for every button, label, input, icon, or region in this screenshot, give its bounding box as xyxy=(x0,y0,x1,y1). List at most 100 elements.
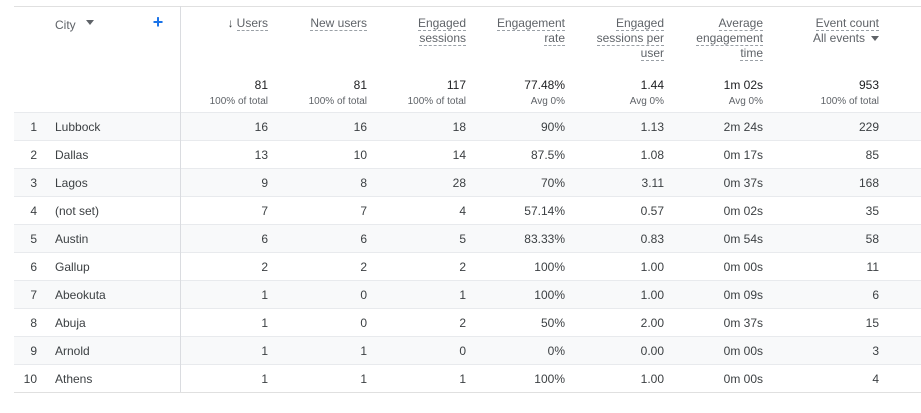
engaged-per-user-cell: 0.57 xyxy=(640,204,664,218)
city-cell[interactable]: Arnold xyxy=(55,344,90,358)
avg-time-cell: 0m 02s xyxy=(723,204,763,218)
total-event-count: 953 100% of total xyxy=(820,78,879,107)
users-cell: 1 xyxy=(261,344,268,358)
col-header-users[interactable]: ↓ Users xyxy=(227,16,268,31)
event-filter-dropdown[interactable]: All events xyxy=(813,31,879,46)
city-cell[interactable]: Austin xyxy=(55,232,89,246)
city-cell[interactable]: Gallup xyxy=(55,260,90,274)
avg-time-cell: 2m 24s xyxy=(723,120,763,134)
new-users-cell: 1 xyxy=(360,344,367,358)
engaged-per-user-cell: 1.00 xyxy=(640,288,664,302)
event-count-cell: 4 xyxy=(872,372,879,386)
engaged-per-user-cell: 2.00 xyxy=(640,316,664,330)
users-cell: 13 xyxy=(254,148,268,162)
city-cell[interactable]: Lubbock xyxy=(55,120,101,134)
event-count-cell: 168 xyxy=(858,176,879,190)
plus-icon[interactable]: + xyxy=(152,12,164,32)
arrow-down-icon: ↓ xyxy=(227,16,234,30)
total-engagement-rate: 77.48% Avg 0% xyxy=(524,78,565,107)
city-cell[interactable]: Abuja xyxy=(55,316,86,330)
engaged-per-user-cell: 3.11 xyxy=(641,176,664,190)
table-row[interactable]: 10 Athens 1 1 1 100% 1.00 0m 00s 4 xyxy=(14,364,921,393)
city-cell[interactable]: Abeokuta xyxy=(55,288,106,302)
engagement-rate-cell: 90% xyxy=(540,120,565,134)
row-index: 5 xyxy=(30,232,37,246)
caret-down-icon[interactable] xyxy=(86,20,94,25)
bottom-divider xyxy=(14,392,921,393)
col-header-event-count[interactable]: Event count All events xyxy=(812,16,879,46)
col-header-new-users[interactable]: New users xyxy=(310,16,367,31)
new-users-cell: 6 xyxy=(360,232,367,246)
engagement-rate-cell: 50% xyxy=(540,316,565,330)
engagement-rate-cell: 57.14% xyxy=(524,204,565,218)
users-cell: 7 xyxy=(261,204,268,218)
col-header-engaged-sessions-per-user[interactable]: Engaged sessions per user xyxy=(596,16,664,61)
col-header-average-engagement-time[interactable]: Average engagement time xyxy=(696,16,763,61)
row-index: 2 xyxy=(30,148,37,162)
avg-time-cell: 0m 37s xyxy=(723,176,763,190)
table-row[interactable]: 9 Arnold 1 1 0 0% 0.00 0m 00s 3 xyxy=(14,336,921,365)
engaged-sessions-cell: 2 xyxy=(459,260,466,274)
table-row[interactable]: 1 Lubbock 16 16 18 90% 1.13 2m 24s 229 xyxy=(14,112,921,141)
event-count-cell: 85 xyxy=(865,148,879,162)
engagement-rate-cell: 83.33% xyxy=(524,232,565,246)
row-index: 9 xyxy=(30,344,37,358)
city-cell[interactable]: Athens xyxy=(55,372,93,386)
table-row[interactable]: 4 (not set) 7 7 4 57.14% 0.57 0m 02s 35 xyxy=(14,196,921,225)
engaged-sessions-cell: 14 xyxy=(452,148,466,162)
users-cell: 2 xyxy=(261,260,268,274)
total-average-engagement-time: 1m 02s Avg 0% xyxy=(723,78,763,107)
row-index: 1 xyxy=(30,120,37,134)
users-cell: 1 xyxy=(261,288,268,302)
city-cell[interactable]: Lagos xyxy=(55,176,88,190)
event-count-cell: 58 xyxy=(865,232,879,246)
engaged-sessions-cell: 0 xyxy=(459,344,466,358)
avg-time-cell: 0m 00s xyxy=(723,344,763,358)
engagement-rate-cell: 100% xyxy=(534,288,565,302)
table-row[interactable]: 6 Gallup 2 2 2 100% 1.00 0m 00s 11 xyxy=(14,252,921,281)
new-users-cell: 16 xyxy=(353,120,367,134)
engagement-rate-cell: 0% xyxy=(547,344,565,358)
event-count-cell: 3 xyxy=(872,344,879,358)
new-users-cell: 8 xyxy=(360,176,367,190)
col-header-engagement-rate[interactable]: Engagement rate xyxy=(496,16,565,46)
engaged-per-user-cell: 1.13 xyxy=(640,120,664,134)
row-index: 4 xyxy=(30,204,37,218)
city-cell[interactable]: (not set) xyxy=(55,204,100,218)
users-cell: 1 xyxy=(261,316,268,330)
engaged-sessions-cell: 5 xyxy=(459,232,466,246)
engaged-sessions-cell: 28 xyxy=(452,176,466,190)
col-header-engaged-sessions[interactable]: Engaged sessions xyxy=(417,16,466,46)
row-index: 3 xyxy=(30,176,37,190)
engaged-sessions-cell: 4 xyxy=(459,204,466,218)
table-row[interactable]: 3 Lagos 9 8 28 70% 3.11 0m 37s 168 xyxy=(14,168,921,197)
table-row[interactable]: 7 Abeokuta 1 0 1 100% 1.00 0m 09s 6 xyxy=(14,280,921,309)
table-row[interactable]: 2 Dallas 13 10 14 87.5% 1.08 0m 17s 85 xyxy=(14,140,921,169)
new-users-cell: 7 xyxy=(360,204,367,218)
new-users-cell: 0 xyxy=(360,316,367,330)
engagement-rate-cell: 70% xyxy=(540,176,565,190)
engaged-per-user-cell: 0.00 xyxy=(640,344,664,358)
event-count-cell: 35 xyxy=(865,204,879,218)
event-count-cell: 11 xyxy=(866,260,879,274)
total-new-users: 81 100% of total xyxy=(308,78,367,107)
avg-time-cell: 0m 00s xyxy=(723,372,763,386)
row-index: 10 xyxy=(23,372,37,386)
city-cell[interactable]: Dallas xyxy=(55,148,89,162)
row-index: 7 xyxy=(30,288,37,302)
dimension-column-divider xyxy=(180,6,181,392)
table-row[interactable]: 8 Abuja 1 0 2 50% 2.00 0m 37s 15 xyxy=(14,308,921,337)
avg-time-cell: 0m 09s xyxy=(723,288,763,302)
engaged-per-user-cell: 1.08 xyxy=(640,148,664,162)
engaged-per-user-cell: 1.00 xyxy=(640,372,664,386)
new-users-cell: 10 xyxy=(353,148,367,162)
engaged-sessions-cell: 1 xyxy=(459,372,466,386)
event-count-cell: 6 xyxy=(872,288,879,302)
users-cell: 1 xyxy=(261,372,268,386)
event-count-cell: 229 xyxy=(858,120,879,134)
engaged-per-user-cell: 0.83 xyxy=(640,232,664,246)
dimension-selector[interactable]: City xyxy=(55,18,76,32)
table-row[interactable]: 5 Austin 6 6 5 83.33% 0.83 0m 54s 58 xyxy=(14,224,921,253)
engaged-sessions-cell: 18 xyxy=(452,120,466,134)
